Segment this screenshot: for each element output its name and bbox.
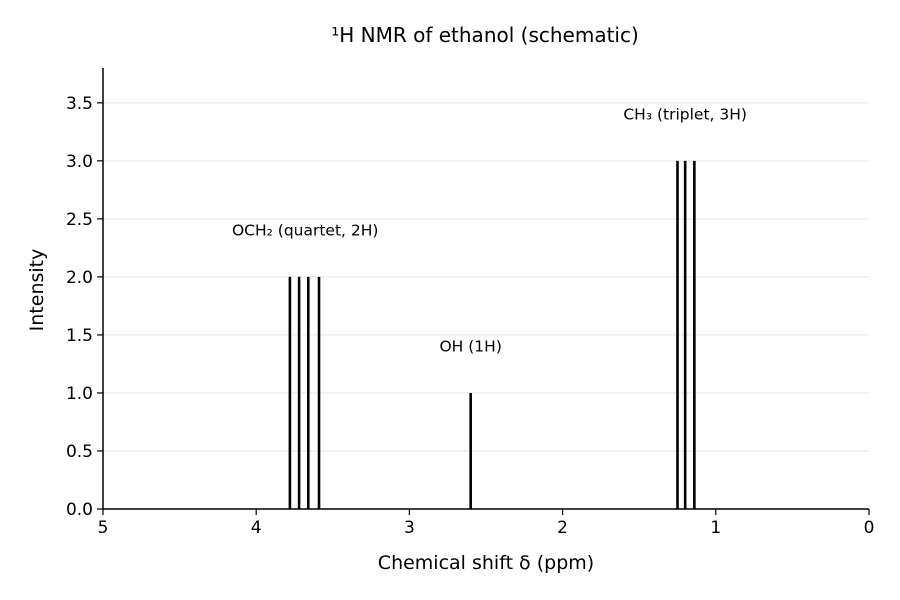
x-axis-label: Chemical shift δ (ppm) [378, 552, 594, 574]
y-tick-label: 2.0 [66, 268, 93, 288]
y-tick-label: 3.5 [66, 94, 93, 114]
x-tick-label: 1 [710, 518, 721, 538]
x-tick-label: 4 [251, 518, 262, 538]
x-tick-label: 5 [98, 518, 109, 538]
y-tick-label: 0.5 [66, 442, 93, 462]
y-tick-label: 1.0 [66, 384, 93, 404]
peak-annotation: CH₃ (triplet, 3H) [623, 105, 747, 123]
x-tick-label: 3 [404, 518, 415, 538]
y-tick-label: 2.5 [66, 210, 93, 230]
peak-annotation: OCH₂ (quartet, 2H) [232, 221, 379, 239]
axes [102, 68, 869, 510]
x-ticks: 5 4 3 2 1 0 [98, 509, 875, 538]
y-axis-label: Intensity [26, 249, 48, 332]
x-tick-label: 2 [557, 518, 568, 538]
y-tick-label: 1.5 [66, 326, 93, 346]
chart-title: ¹H NMR of ethanol (schematic) [331, 23, 639, 47]
peak-annotation: OH (1H) [439, 338, 501, 356]
y-tick-label: 3.0 [66, 152, 93, 172]
grid-lines [103, 102, 869, 452]
y-ticks: 0.0 0.5 1.0 1.5 2.0 2.5 3.0 3.5 [66, 94, 103, 520]
x-tick-label: 0 [864, 518, 875, 538]
peaks [288, 160, 696, 509]
y-tick-label: 0.0 [66, 500, 93, 520]
annotations: OCH₂ (quartet, 2H) OH (1H) CH₃ (triplet, 3… [232, 105, 747, 355]
